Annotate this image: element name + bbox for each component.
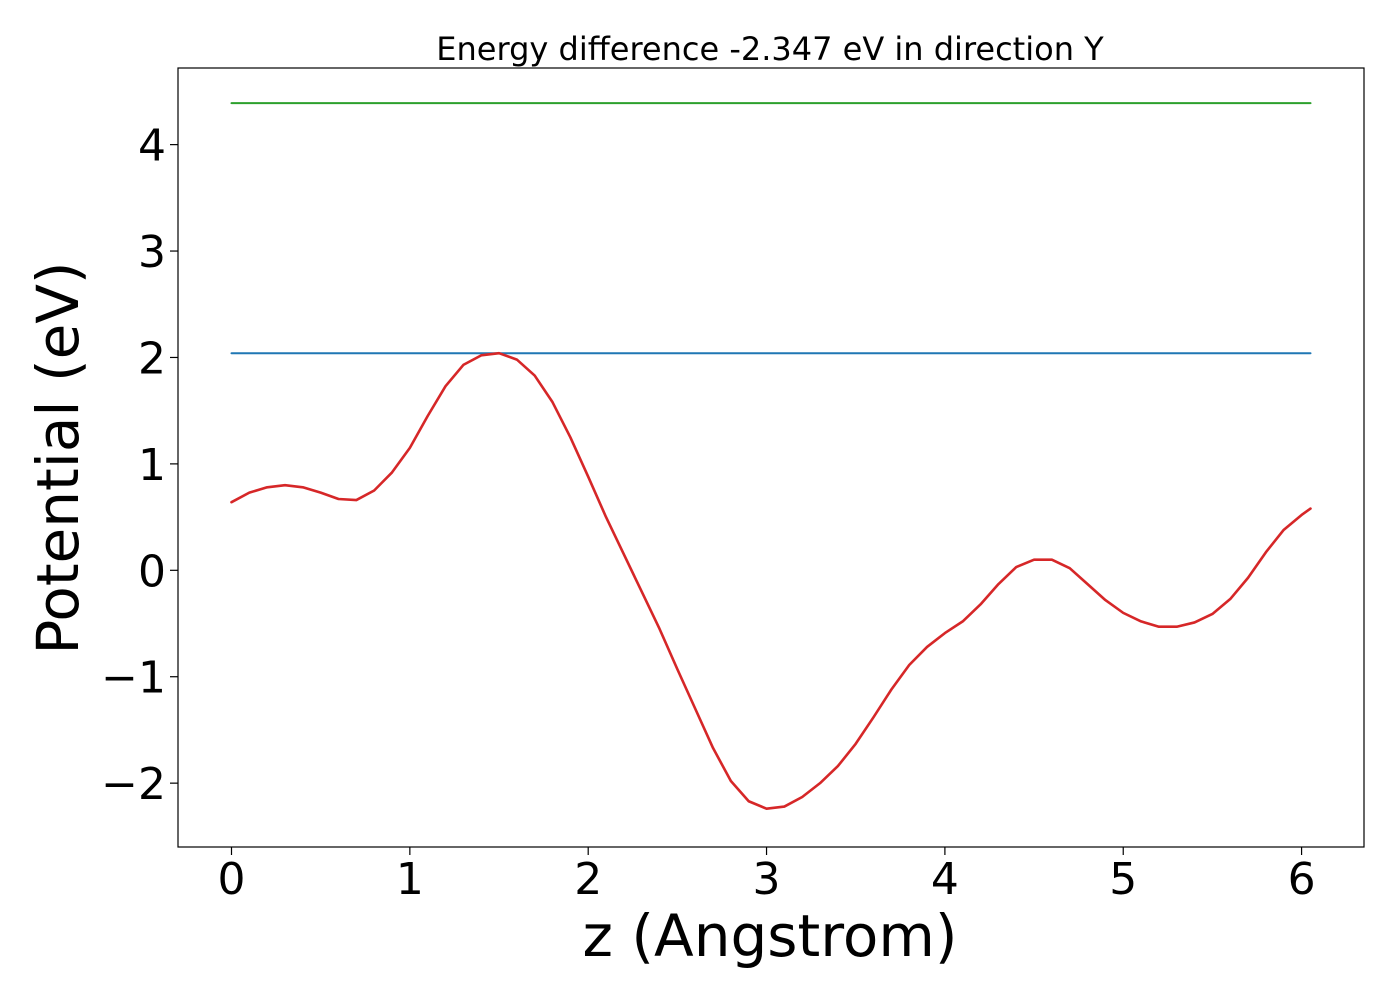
y-tick-label: 1	[138, 440, 166, 491]
y-tick-label: −1	[101, 653, 166, 704]
y-tick-label: 2	[138, 333, 166, 384]
y-axis-label: Potential (eV)	[24, 261, 92, 654]
y-tick-label: 4	[138, 121, 166, 172]
plot-frame	[177, 67, 1365, 848]
y-tick-label: 3	[138, 227, 166, 278]
x-tick-label: 1	[396, 854, 424, 905]
x-tick-label: 0	[218, 854, 246, 905]
x-axis-label: z (Angstrom)	[583, 902, 958, 970]
chart-title: Energy difference -2.347 eV in direction…	[436, 30, 1104, 68]
x-tick-label: 4	[931, 854, 959, 905]
series-line-potential	[230, 351, 1312, 810]
y-tick-label: −2	[101, 759, 166, 810]
x-axis: 0 1 2 3 4 5 6	[218, 847, 1316, 905]
y-tick-label: 0	[138, 546, 166, 597]
x-tick-label: 5	[1109, 854, 1137, 905]
x-tick-label: 3	[753, 854, 781, 905]
x-tick-label: 6	[1288, 854, 1316, 905]
plot-area	[230, 102, 1312, 810]
x-tick-label: 2	[574, 854, 602, 905]
y-axis: −2 −1 0 1 2 3 4	[101, 121, 178, 810]
